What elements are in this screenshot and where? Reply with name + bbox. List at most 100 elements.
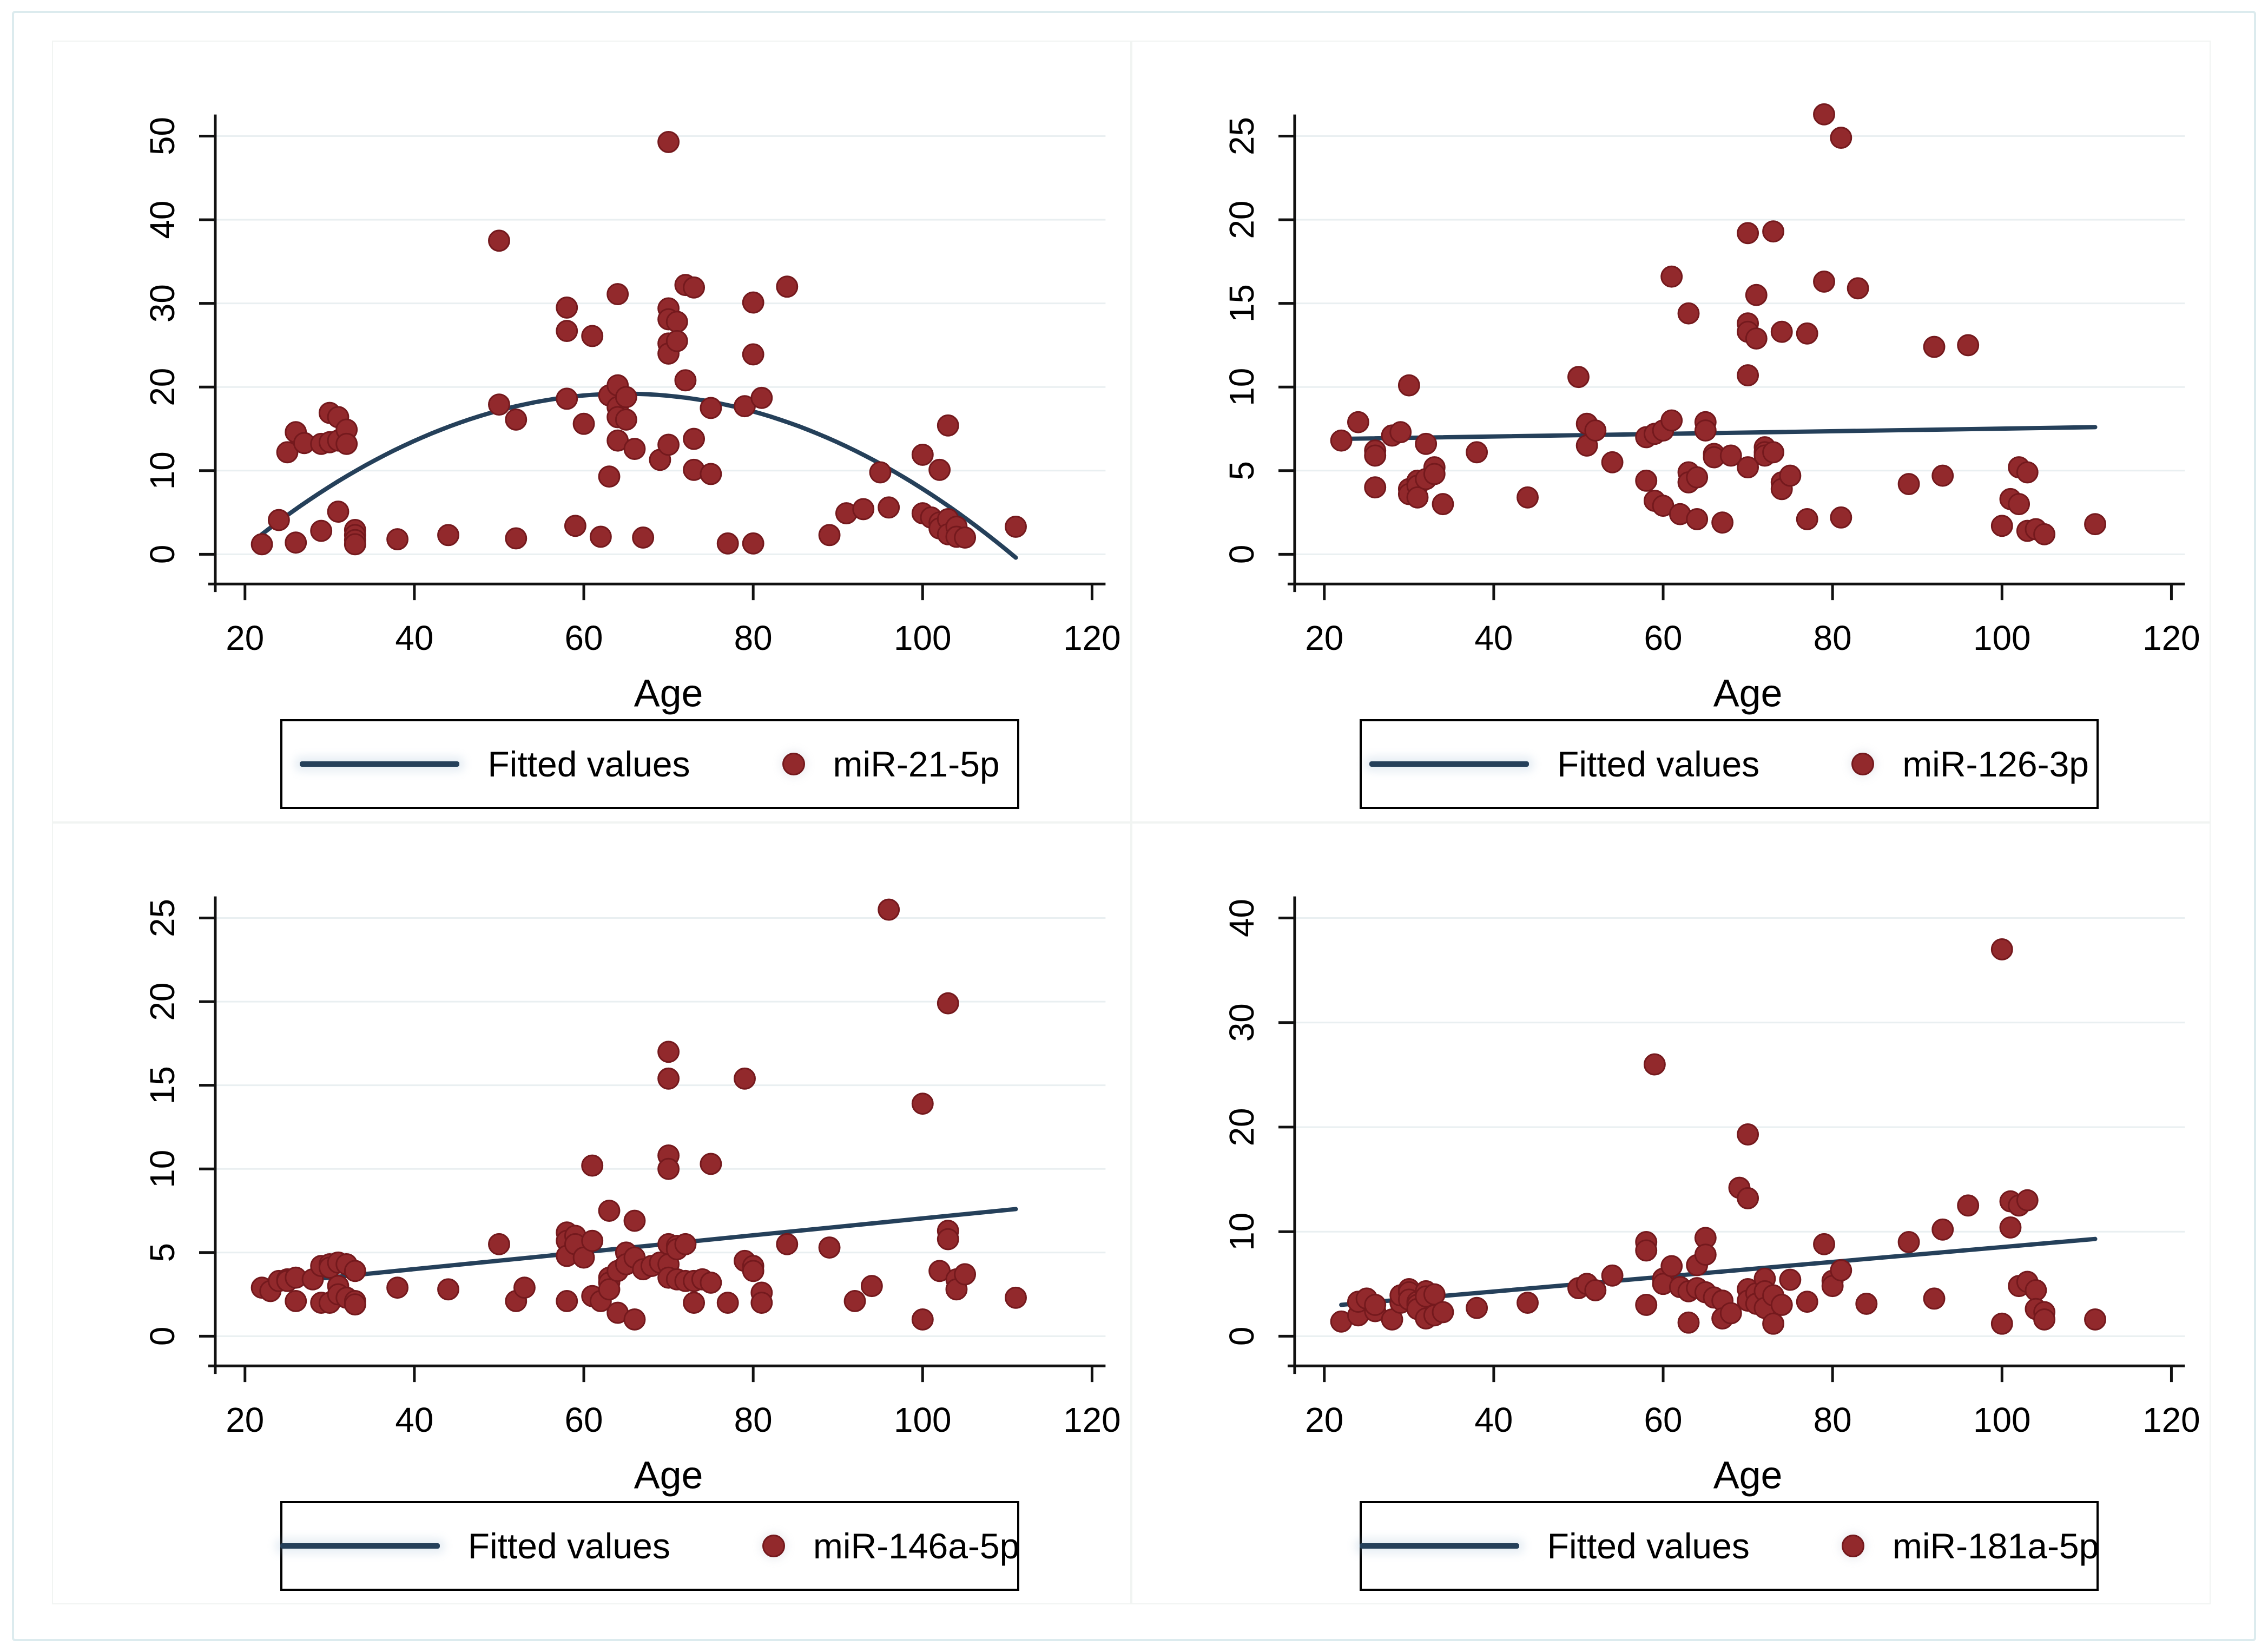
- x-tick-label: 120: [1063, 618, 1120, 657]
- data-point: [1957, 334, 1980, 357]
- scatter-plot-miR-21-5p: 0 10 20 30 40 50 20 40 60 80 100 120 Age: [143, 114, 1121, 715]
- data-point: [1660, 265, 1683, 288]
- data-point: [1415, 432, 1438, 455]
- panel-mir-181a-5p: 0 10 20 30 40 20 40 60 80 100 120 Age Fitted values…: [1131, 822, 2211, 1604]
- legend-mir-181a-5p: Fitted values miR-181a-5p: [1359, 1501, 2099, 1591]
- data-point: [700, 1153, 722, 1175]
- data-point: [1813, 1233, 1835, 1255]
- gridlines: [1294, 135, 2185, 555]
- data-point: [2016, 1189, 2039, 1212]
- data-point: [2025, 1279, 2047, 1301]
- x-tick-label: 80: [734, 618, 773, 657]
- y-tick-label: 15: [143, 1066, 182, 1104]
- y-tick-label: 20: [1222, 201, 1261, 239]
- y-tick-label: 30: [1222, 1003, 1261, 1042]
- axes: 0 5 10 15 20 25 20 40 60 80 100 120: [143, 896, 1121, 1439]
- fitted-line-swatch-icon: [1369, 761, 1529, 767]
- data-point: [267, 509, 290, 531]
- fitted-line-swatch-icon: [1359, 1543, 1519, 1549]
- data-point: [1584, 1279, 1607, 1301]
- data-point: [716, 532, 739, 555]
- x-tick-label: 20: [226, 1400, 264, 1439]
- data-point: [1737, 1123, 1759, 1146]
- data-point: [683, 427, 706, 450]
- x-tick-label: 60: [565, 618, 603, 657]
- y-tick-label: 50: [143, 117, 182, 155]
- data-point: [716, 1292, 739, 1314]
- data-point: [1762, 220, 1785, 243]
- data-point: [742, 532, 764, 555]
- legend-fitted-entry: Fitted values: [1359, 1528, 1750, 1564]
- data-point: [1432, 493, 1454, 516]
- data-point: [954, 526, 977, 549]
- data-point: [2084, 513, 2106, 536]
- data-point: [1643, 1053, 1666, 1076]
- data-point: [285, 531, 307, 554]
- data-point: [2016, 461, 2039, 484]
- data-point: [700, 397, 722, 419]
- y-tick-label: 40: [143, 201, 182, 239]
- data-point: [1711, 511, 1734, 534]
- data-point: [1406, 486, 1429, 509]
- x-tick-label: 120: [2142, 618, 2200, 657]
- data-point: [623, 1308, 646, 1331]
- data-point: [1762, 1312, 1785, 1335]
- y-tick-label: 30: [143, 284, 182, 322]
- data-point: [665, 330, 688, 352]
- data-point: [1923, 335, 1946, 358]
- data-point: [1397, 374, 1420, 397]
- y-tick-label: 10: [143, 451, 182, 490]
- data-point: [556, 1290, 578, 1312]
- data-point: [581, 325, 604, 347]
- legend-marker-entry: miR-21-5p: [782, 746, 1000, 782]
- data-point: [878, 898, 900, 921]
- legend-mir-21-5p: Fitted values miR-21-5p: [280, 719, 1019, 809]
- data-point: [954, 1263, 977, 1286]
- data-point: [598, 1200, 621, 1222]
- data-point: [911, 1092, 934, 1115]
- data-point: [1999, 1216, 2022, 1239]
- legend-marker-label: miR-181a-5p: [1892, 1526, 2099, 1566]
- data-point: [1779, 1268, 1802, 1291]
- data-point: [1347, 411, 1369, 433]
- data-point: [589, 525, 612, 548]
- y-tick-label: 20: [1222, 1108, 1261, 1146]
- data-point: [928, 458, 951, 481]
- data-point: [1364, 1293, 1387, 1316]
- x-tick-label: 60: [1644, 618, 1683, 657]
- data-point: [1686, 508, 1709, 530]
- data-point: [742, 343, 764, 366]
- data-point: [1990, 1312, 2013, 1335]
- data-point: [1660, 1255, 1683, 1278]
- y-tick-label: 10: [143, 1150, 182, 1188]
- data-point: [1737, 456, 1759, 479]
- data-point: [1990, 515, 2013, 537]
- data-point: [750, 1292, 773, 1314]
- data-points: [1330, 938, 2106, 1335]
- data-point: [505, 527, 528, 550]
- data-point: [335, 432, 358, 455]
- data-point: [818, 524, 841, 547]
- data-point: [623, 1209, 646, 1232]
- data-point: [1719, 1302, 1742, 1325]
- legend-mir-146a-5p: Fitted values miR-146a-5p: [280, 1501, 1019, 1591]
- data-point: [598, 1278, 621, 1301]
- data-point: [776, 1233, 799, 1255]
- scatter-marker-icon: [782, 753, 805, 775]
- data-point: [937, 1228, 959, 1250]
- panel-mir-126-3p: 0 5 10 15 20 25 20 40 60 80 100 120 Age Fitted value…: [1131, 41, 2211, 822]
- y-tick-label: 0: [1222, 1327, 1261, 1346]
- data-point: [310, 519, 333, 542]
- data-point: [1855, 1292, 1878, 1315]
- data-point: [1897, 1231, 1920, 1253]
- data-point: [1745, 327, 1768, 350]
- data-point: [860, 1275, 883, 1298]
- data-point: [1677, 1311, 1700, 1334]
- data-point: [911, 443, 934, 466]
- data-point: [437, 1278, 459, 1301]
- data-point: [623, 438, 646, 460]
- data-point: [700, 463, 722, 485]
- legend-fitted-label: Fitted values: [1557, 744, 1760, 784]
- y-tick-label: 0: [143, 545, 182, 564]
- data-point: [1330, 429, 1353, 452]
